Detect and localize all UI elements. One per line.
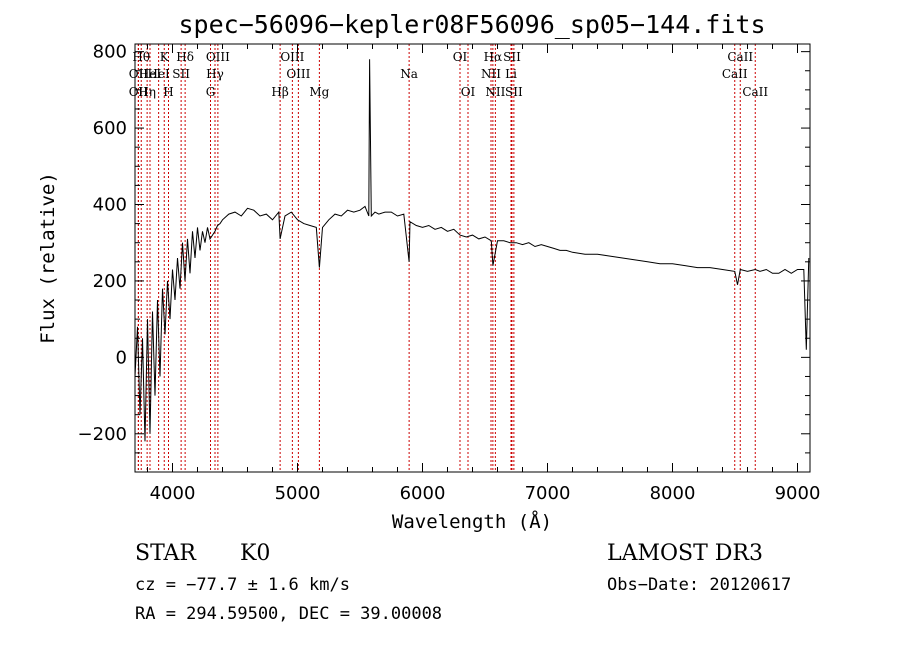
spectral-line-label: OII [129, 85, 149, 99]
spectral-line-label: NII [481, 67, 501, 81]
coordinates: RA = 294.59500, DEC = 39.00008 [135, 604, 442, 624]
y-tick-label: −200 [78, 424, 127, 445]
spectral-line-label: NII [485, 85, 505, 99]
redshift-cz: cz = −77.7 ± 1.6 km/s [135, 575, 350, 595]
x-tick-label: 4000 [150, 483, 196, 504]
survey-name: LAMOST DR3 [607, 541, 763, 566]
spectral-line-label: HeI [147, 67, 170, 81]
y-axis-label: Flux (relative) [37, 172, 59, 344]
spectral-line-label: Hδ [176, 50, 194, 64]
observation-date: Obs−Date: 20120617 [607, 575, 791, 595]
spectral-line-label: CaII [742, 85, 768, 99]
spectral-line-label: Mg [309, 85, 329, 99]
y-tick-label: 400 [93, 195, 127, 216]
spectral-line-label: OII [129, 67, 149, 81]
object-class: STAR [135, 541, 197, 566]
chart-title: spec−56096−kepler08F56096_sp05−144.fits [179, 10, 766, 39]
spectral-line-label: OIII [286, 67, 310, 81]
spectral-line-labels: HθOIIOIIHηHeIHeIKHSIIHδGHγOIIIHβOIIIOIII… [129, 50, 769, 99]
spectral-line-label: SII [505, 85, 523, 99]
y-tick-label: 800 [93, 42, 127, 63]
x-axis-label: Wavelength (Å) [392, 510, 552, 533]
spectral-line-label: SII [172, 67, 190, 81]
spectral-line-label: Li [505, 67, 517, 81]
x-axis-ticks: 4000 5000 6000 7000 8000 9000 [147, 44, 821, 504]
spectral-line-label: CaII [727, 50, 753, 64]
spectral-line-label: Hγ [206, 67, 224, 81]
x-tick-label: 9000 [775, 483, 821, 504]
spectral-line-label: Hη [138, 85, 156, 99]
y-tick-label: 200 [93, 271, 127, 292]
spectral-line-label: SII [503, 50, 521, 64]
spectral-line-label: Hθ [132, 50, 150, 64]
y-tick-label: 0 [116, 347, 127, 368]
spectral-line-label: OI [453, 50, 468, 64]
x-tick-label: 5000 [275, 483, 321, 504]
spectral-line-label: Hβ [271, 85, 288, 99]
spectral-line-label: G [206, 85, 216, 99]
plot-frame [134, 43, 811, 473]
spectral-line-label: Hα [484, 50, 503, 64]
x-tick-label: 6000 [400, 483, 446, 504]
spectral-line-label: CaII [722, 67, 748, 81]
spectral-line-label: OIII [280, 50, 304, 64]
object-subclass: K0 [240, 541, 270, 566]
spectrum-line [134, 59, 810, 442]
spectral-line-label: H [163, 85, 173, 99]
x-tick-label: 7000 [525, 483, 571, 504]
spectral-line-label: OIII [206, 50, 230, 64]
spectral-line-label: HeI [139, 67, 162, 81]
spectral-line-label: Na [400, 67, 418, 81]
spectral-line-markers [137, 44, 756, 472]
spectral-line-label: K [160, 50, 170, 64]
spectral-line-label: OI [461, 85, 476, 99]
x-tick-label: 8000 [650, 483, 696, 504]
y-tick-label: 600 [93, 118, 127, 139]
y-axis-ticks: −200 0 200 400 600 800 [78, 42, 810, 473]
